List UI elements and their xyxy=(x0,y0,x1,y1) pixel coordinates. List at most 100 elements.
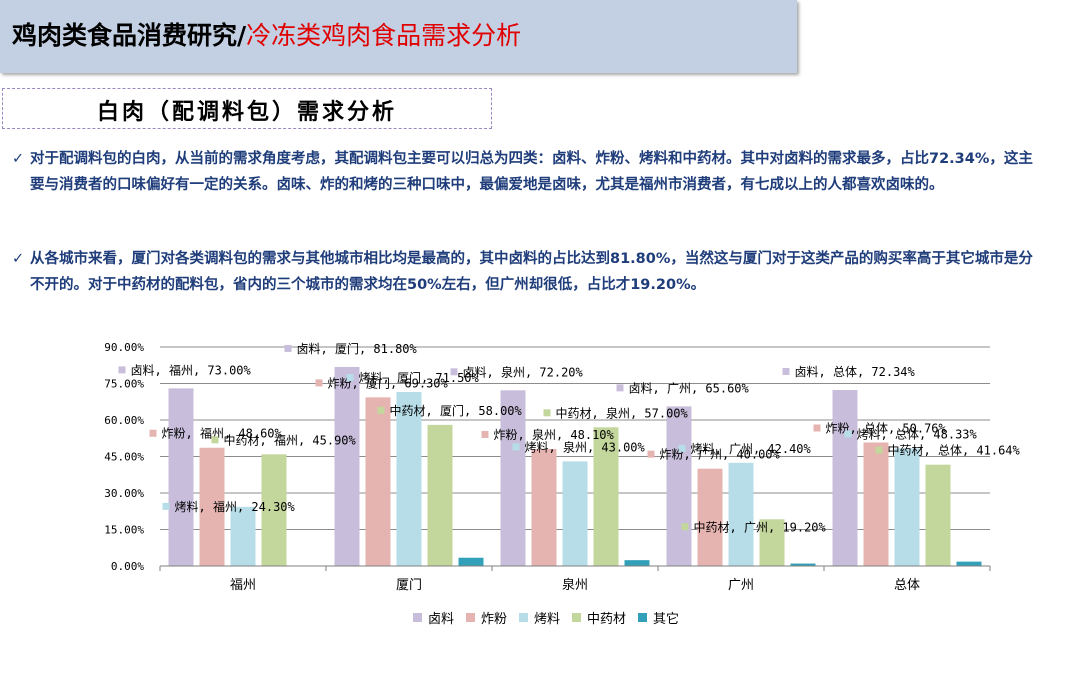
data-label-marker xyxy=(681,523,689,531)
y-tick-label: 90.00% xyxy=(104,341,144,354)
bar xyxy=(790,563,816,566)
bar xyxy=(863,442,889,566)
y-tick-label: 75.00% xyxy=(104,378,144,391)
legend-label: 其它 xyxy=(653,611,679,627)
page-title-main: 鸡肉类食品消费研究/ xyxy=(12,21,247,50)
bar xyxy=(894,448,920,566)
y-tick-label: 60.00% xyxy=(104,414,144,427)
data-label: 中药材, 广州, 19.20% xyxy=(694,519,827,534)
bar xyxy=(562,461,588,566)
data-label: 中药材, 厦门, 58.00% xyxy=(390,403,523,418)
bar xyxy=(334,366,360,566)
data-label: 烤料, 泉州, 43.00% xyxy=(525,439,646,454)
x-tick-label: 广州 xyxy=(728,578,754,593)
chart-legend: 卤料 炸粉 烤料 中药材 其它 xyxy=(413,611,679,627)
bar xyxy=(593,427,619,566)
legend-label: 卤料 xyxy=(428,611,454,627)
bar xyxy=(427,424,453,566)
bar xyxy=(261,454,287,566)
bullet-paragraph-2: ✓ 从各城市来看，厦门对各类调料包的需求与其他城市相比均是最高的，其中卤料的占比… xyxy=(12,246,1040,298)
bar xyxy=(666,406,692,566)
data-label: 烤料, 总体, 48.33% xyxy=(857,426,978,441)
data-label: 卤料, 泉州, 72.20% xyxy=(463,365,584,379)
header-bar: 鸡肉类食品消费研究/冷冻类鸡肉食品需求分析 xyxy=(0,0,797,73)
chart-axes: 0.00% 15.00% 30.00% 45.00% 60.00% 75.00% 90.00… xyxy=(104,341,991,593)
data-label: 卤料, 总体, 72.34% xyxy=(795,365,916,379)
data-label: 卤料, 广州, 65.60% xyxy=(629,381,750,395)
data-label-marker xyxy=(543,409,551,417)
bar xyxy=(759,519,785,566)
x-tick-label: 福州 xyxy=(230,578,256,593)
data-label: 烤料, 广州, 42.40% xyxy=(691,441,812,456)
data-label-marker xyxy=(377,406,385,414)
page-title-sub: 冷冻类鸡肉食品需求分析 xyxy=(246,21,522,50)
bar xyxy=(728,462,754,566)
bar xyxy=(832,389,858,566)
legend-swatch xyxy=(466,613,475,622)
y-tick-label: 15.00% xyxy=(104,524,144,537)
data-label-marker xyxy=(149,429,157,437)
data-label-marker xyxy=(616,384,624,392)
data-label-marker xyxy=(512,443,520,451)
y-tick-label: 45.00% xyxy=(104,451,144,464)
data-label: 卤料, 福州, 73.00% xyxy=(131,362,252,377)
legend-swatch xyxy=(572,613,581,622)
bar xyxy=(624,560,650,566)
data-label-marker xyxy=(647,450,655,458)
data-label: 烤料, 厦门, 71.50% xyxy=(359,370,480,385)
data-label-marker xyxy=(118,366,126,374)
data-label: 炸粉, 福州, 48.60% xyxy=(162,426,283,441)
data-label: 炸粉, 泉州, 48.10% xyxy=(494,428,615,442)
bar xyxy=(230,506,256,566)
bar xyxy=(458,557,484,566)
bar xyxy=(168,388,194,566)
bar xyxy=(365,397,391,566)
section-title-box: 白肉（配调料包）需求分析 xyxy=(2,88,492,129)
bar xyxy=(531,448,557,566)
data-label-marker xyxy=(346,374,354,382)
chart-data-labels: 卤料, 福州, 73.00% 炸粉, 福州, 48.60% 烤料, 福州, 24.3… xyxy=(118,341,1021,534)
data-label: 中药材, 泉州, 57.00% xyxy=(556,405,689,420)
data-label: 炸粉, 总体, 50.76% xyxy=(826,421,947,435)
bar xyxy=(500,390,526,566)
y-tick-label: 30.00% xyxy=(104,487,144,500)
legend-label: 炸粉 xyxy=(481,612,507,627)
data-label-marker xyxy=(844,430,852,438)
data-label-marker xyxy=(162,502,170,510)
bullet-paragraph-1: ✓ 对于配调料包的白肉，从当前的需求角度考虑，其配调料包主要可以归总为四类：卤料… xyxy=(12,146,1040,198)
check-icon: ✓ xyxy=(12,151,25,167)
data-label-marker xyxy=(450,368,458,376)
legend-label: 烤料 xyxy=(534,612,560,627)
bullet-text-1: 对于配调料包的白肉，从当前的需求角度考虑，其配调料包主要可以归总为四类：卤料、炸… xyxy=(30,151,1033,193)
data-label: 中药材, 福州, 45.90% xyxy=(224,432,357,447)
data-label-marker xyxy=(211,436,219,444)
data-label-marker xyxy=(315,379,323,387)
legend-swatch xyxy=(638,613,647,622)
data-label: 炸粉, 厦门, 69.30% xyxy=(328,375,449,390)
legend-swatch xyxy=(519,613,528,622)
data-label-marker xyxy=(813,424,821,432)
bar xyxy=(396,392,422,566)
bar xyxy=(697,468,723,566)
data-label: 炸粉, 广州, 40.00% xyxy=(660,448,781,462)
data-label-marker xyxy=(481,430,489,438)
data-label: 卤料, 厦门, 81.80% xyxy=(297,341,418,356)
x-tick-label: 泉州 xyxy=(562,577,588,593)
data-label-marker xyxy=(875,446,883,454)
data-label-marker xyxy=(782,367,790,375)
bar xyxy=(956,561,982,566)
x-tick-label: 厦门 xyxy=(396,578,422,593)
data-label: 烤料, 福州, 24.30% xyxy=(175,499,296,514)
legend-label: 中药材 xyxy=(587,612,626,627)
data-label-marker xyxy=(284,344,292,352)
chart-bars xyxy=(168,366,982,566)
data-label-marker xyxy=(678,444,686,452)
section-title: 白肉（配调料包）需求分析 xyxy=(96,99,397,125)
x-tick-label: 总体 xyxy=(894,578,920,593)
y-tick-label: 0.00% xyxy=(111,560,144,573)
bar xyxy=(199,447,225,566)
bar xyxy=(925,464,951,566)
bullet-text-2: 从各城市来看，厦门对各类调料包的需求与其他城市相比均是最高的，其中卤料的占比达到… xyxy=(30,251,1033,293)
legend-swatch xyxy=(413,613,422,622)
